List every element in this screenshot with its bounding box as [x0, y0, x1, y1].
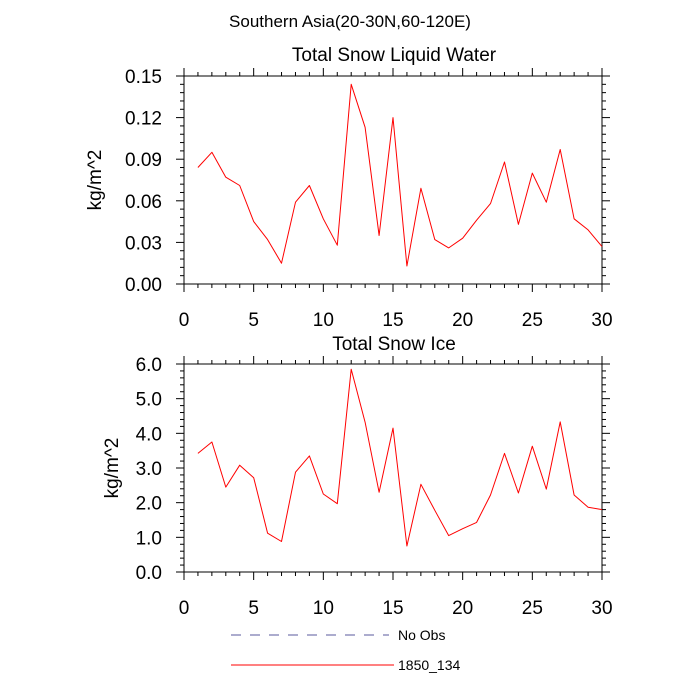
x-tick-label: 5	[248, 310, 259, 331]
y-tick-label: 6.0	[136, 355, 162, 376]
y-tick-label: 5.0	[136, 390, 162, 411]
x-tick-label: 0	[179, 310, 190, 331]
y-tick-label: 0.0	[136, 563, 162, 584]
x-tick-label: 20	[452, 598, 473, 619]
legend: No Obs 1850_134	[231, 627, 461, 673]
plot-frame	[183, 75, 603, 285]
y-tick-label: 0.15	[125, 67, 162, 88]
x-tick-label: 25	[522, 598, 543, 619]
x-tick-label: 0	[179, 598, 190, 619]
legend-label-1850-134: 1850_134	[398, 657, 461, 673]
panel-snow-liquid-water: Total Snow Liquid Water kg/m^2 0 5 10 15 20 2…	[85, 45, 613, 331]
panel-snow-ice: Total Snow Ice kg/m^2 0 5 10 15 20 25 30 0.0 1.0…	[102, 334, 613, 619]
series-line-1850-134	[197, 368, 603, 547]
y-tick-label: 1.0	[136, 528, 162, 549]
x-tick-label: 15	[382, 310, 403, 331]
x-tick-label: 25	[522, 310, 543, 331]
series-line-1850-134	[197, 83, 603, 267]
x-tick-label: 30	[591, 598, 612, 619]
y-tick-label: 4.0	[136, 424, 162, 445]
y-axis-label: kg/m^2	[85, 150, 106, 211]
x-tick-label: 10	[313, 310, 334, 331]
y-tick-label: 0.12	[125, 109, 162, 130]
figure-title: Southern Asia(20-30N,60-120E)	[229, 12, 471, 31]
y-tick-label: 2.0	[136, 494, 162, 515]
y-tick-label: 0.00	[125, 275, 162, 296]
x-tick-label: 30	[591, 310, 612, 331]
y-tick-label: 0.03	[125, 233, 162, 254]
y-tick-label: 3.0	[136, 459, 162, 480]
x-tick-label: 5	[248, 598, 259, 619]
x-tick-label: 10	[313, 598, 334, 619]
y-tick-label: 0.06	[125, 192, 162, 213]
panel-title: Total Snow Ice	[332, 334, 456, 355]
panel-title: Total Snow Liquid Water	[292, 45, 497, 66]
x-tick-label: 20	[452, 310, 473, 331]
x-tick-label: 15	[382, 598, 403, 619]
y-tick-label: 0.09	[125, 150, 162, 171]
legend-label-no-obs: No Obs	[398, 627, 445, 643]
y-axis-label: kg/m^2	[102, 438, 123, 499]
